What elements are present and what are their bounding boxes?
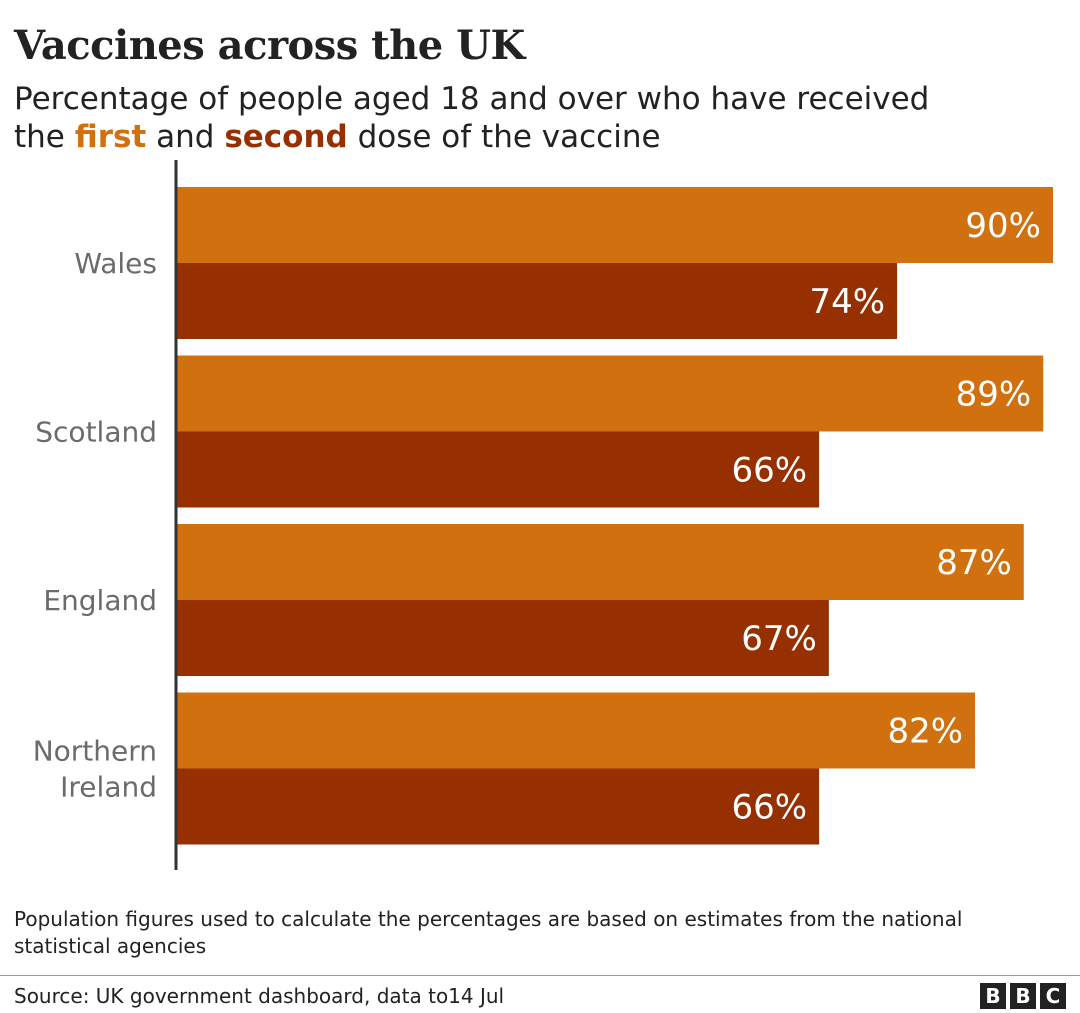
- category-label: Scotland: [35, 416, 157, 449]
- legend-first-dose: first: [74, 119, 147, 155]
- bar-chart: 90% 74% Wales 89% 66% Scotland 87% 67% England 82…: [33, 160, 1053, 870]
- data-label: 89%: [956, 375, 1032, 415]
- category-label: Ireland: [60, 771, 157, 804]
- category-label: Northern: [33, 735, 157, 768]
- bar-first-dose: [176, 187, 1053, 263]
- bbc-logo: B B C: [980, 983, 1066, 1009]
- data-label: 74%: [810, 282, 886, 322]
- bar-second-dose: [176, 431, 820, 508]
- bar-first-dose: [176, 524, 1024, 600]
- bar-second-dose: [176, 768, 820, 845]
- subtitle-line-1: Percentage of people aged 18 and over wh…: [14, 81, 930, 117]
- footer-divider: [0, 975, 1080, 976]
- data-label: 82%: [887, 712, 963, 752]
- chart-title: Vaccines across the UK: [14, 22, 525, 69]
- subtitle-mid: and: [146, 119, 225, 155]
- subtitle-line-2: the first and second dose of the vaccine: [14, 118, 929, 156]
- bbc-logo-letter: B: [980, 983, 1006, 1009]
- subtitle-pre: the: [14, 119, 75, 155]
- data-label: 66%: [732, 451, 808, 491]
- data-label: 90%: [965, 206, 1041, 246]
- chart-subtitle: Percentage of people aged 18 and over wh…: [14, 80, 929, 156]
- bbc-logo-letter: C: [1040, 983, 1066, 1009]
- bar-second-dose: [176, 600, 829, 676]
- data-label: 67%: [741, 619, 817, 659]
- category-label: England: [43, 584, 157, 617]
- bar-first-dose: [176, 692, 976, 769]
- subtitle-post: dose of the vaccine: [347, 119, 661, 155]
- bar-first-dose: [176, 355, 1044, 432]
- data-label: 66%: [732, 788, 808, 828]
- category-label: Wales: [74, 247, 157, 280]
- data-label: 87%: [936, 543, 1012, 583]
- footnote: Population figures used to calculate the…: [14, 907, 963, 958]
- legend-second-dose: second: [224, 119, 348, 155]
- source-text: Source: UK government dashboard, data to…: [14, 984, 505, 1008]
- bar-second-dose: [176, 263, 898, 339]
- bbc-logo-letter: B: [1010, 983, 1036, 1009]
